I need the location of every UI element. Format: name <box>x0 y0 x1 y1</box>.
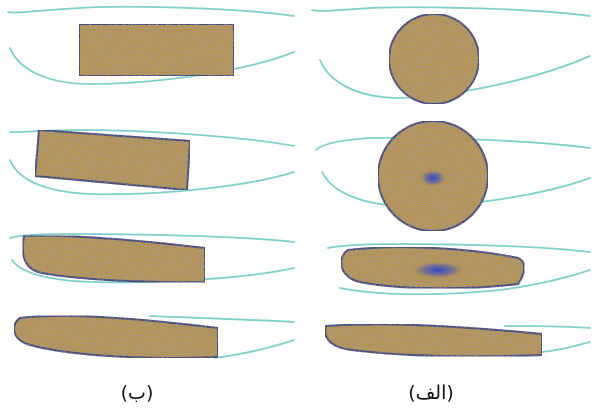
airfoil-outline <box>541 341 591 353</box>
panel-b-row-1 <box>7 5 295 85</box>
panel-alef <box>311 6 591 358</box>
caption-panel-b: (ب) <box>120 382 154 404</box>
panel-alef-row-4 <box>324 323 591 358</box>
airfoil-outline <box>311 6 591 17</box>
panel-b-row-2 <box>9 128 295 196</box>
particle-circle <box>388 13 480 105</box>
panel-alef-row-3 <box>327 243 591 296</box>
panel-b-row-3 <box>9 233 295 284</box>
airfoil-outline <box>9 159 295 196</box>
particle-core <box>419 169 447 187</box>
caption-panel-alef: (الف) <box>408 382 454 404</box>
panel-b-row-4 <box>13 314 295 359</box>
particle-rectangle <box>33 128 192 192</box>
particle-core <box>410 261 466 279</box>
particle-wedge <box>13 314 219 359</box>
airfoil-outline <box>11 259 295 284</box>
airfoil-outline <box>214 339 295 359</box>
airfoil-outline <box>504 325 591 329</box>
panel-alef-row-2 <box>315 120 591 232</box>
panel-b <box>7 5 295 359</box>
particle-flattened-rectangle <box>21 234 206 284</box>
airfoil-outline <box>7 5 295 17</box>
airfoil-outline <box>9 47 295 85</box>
airfoil-outline <box>327 243 591 253</box>
airfoil-outline <box>339 269 591 296</box>
airfoil-outline <box>149 315 295 323</box>
particle-wedge <box>324 323 543 358</box>
panel-alef-row-1 <box>311 6 591 105</box>
particle-rectangle <box>78 23 235 77</box>
airfoil-outline <box>9 129 295 147</box>
